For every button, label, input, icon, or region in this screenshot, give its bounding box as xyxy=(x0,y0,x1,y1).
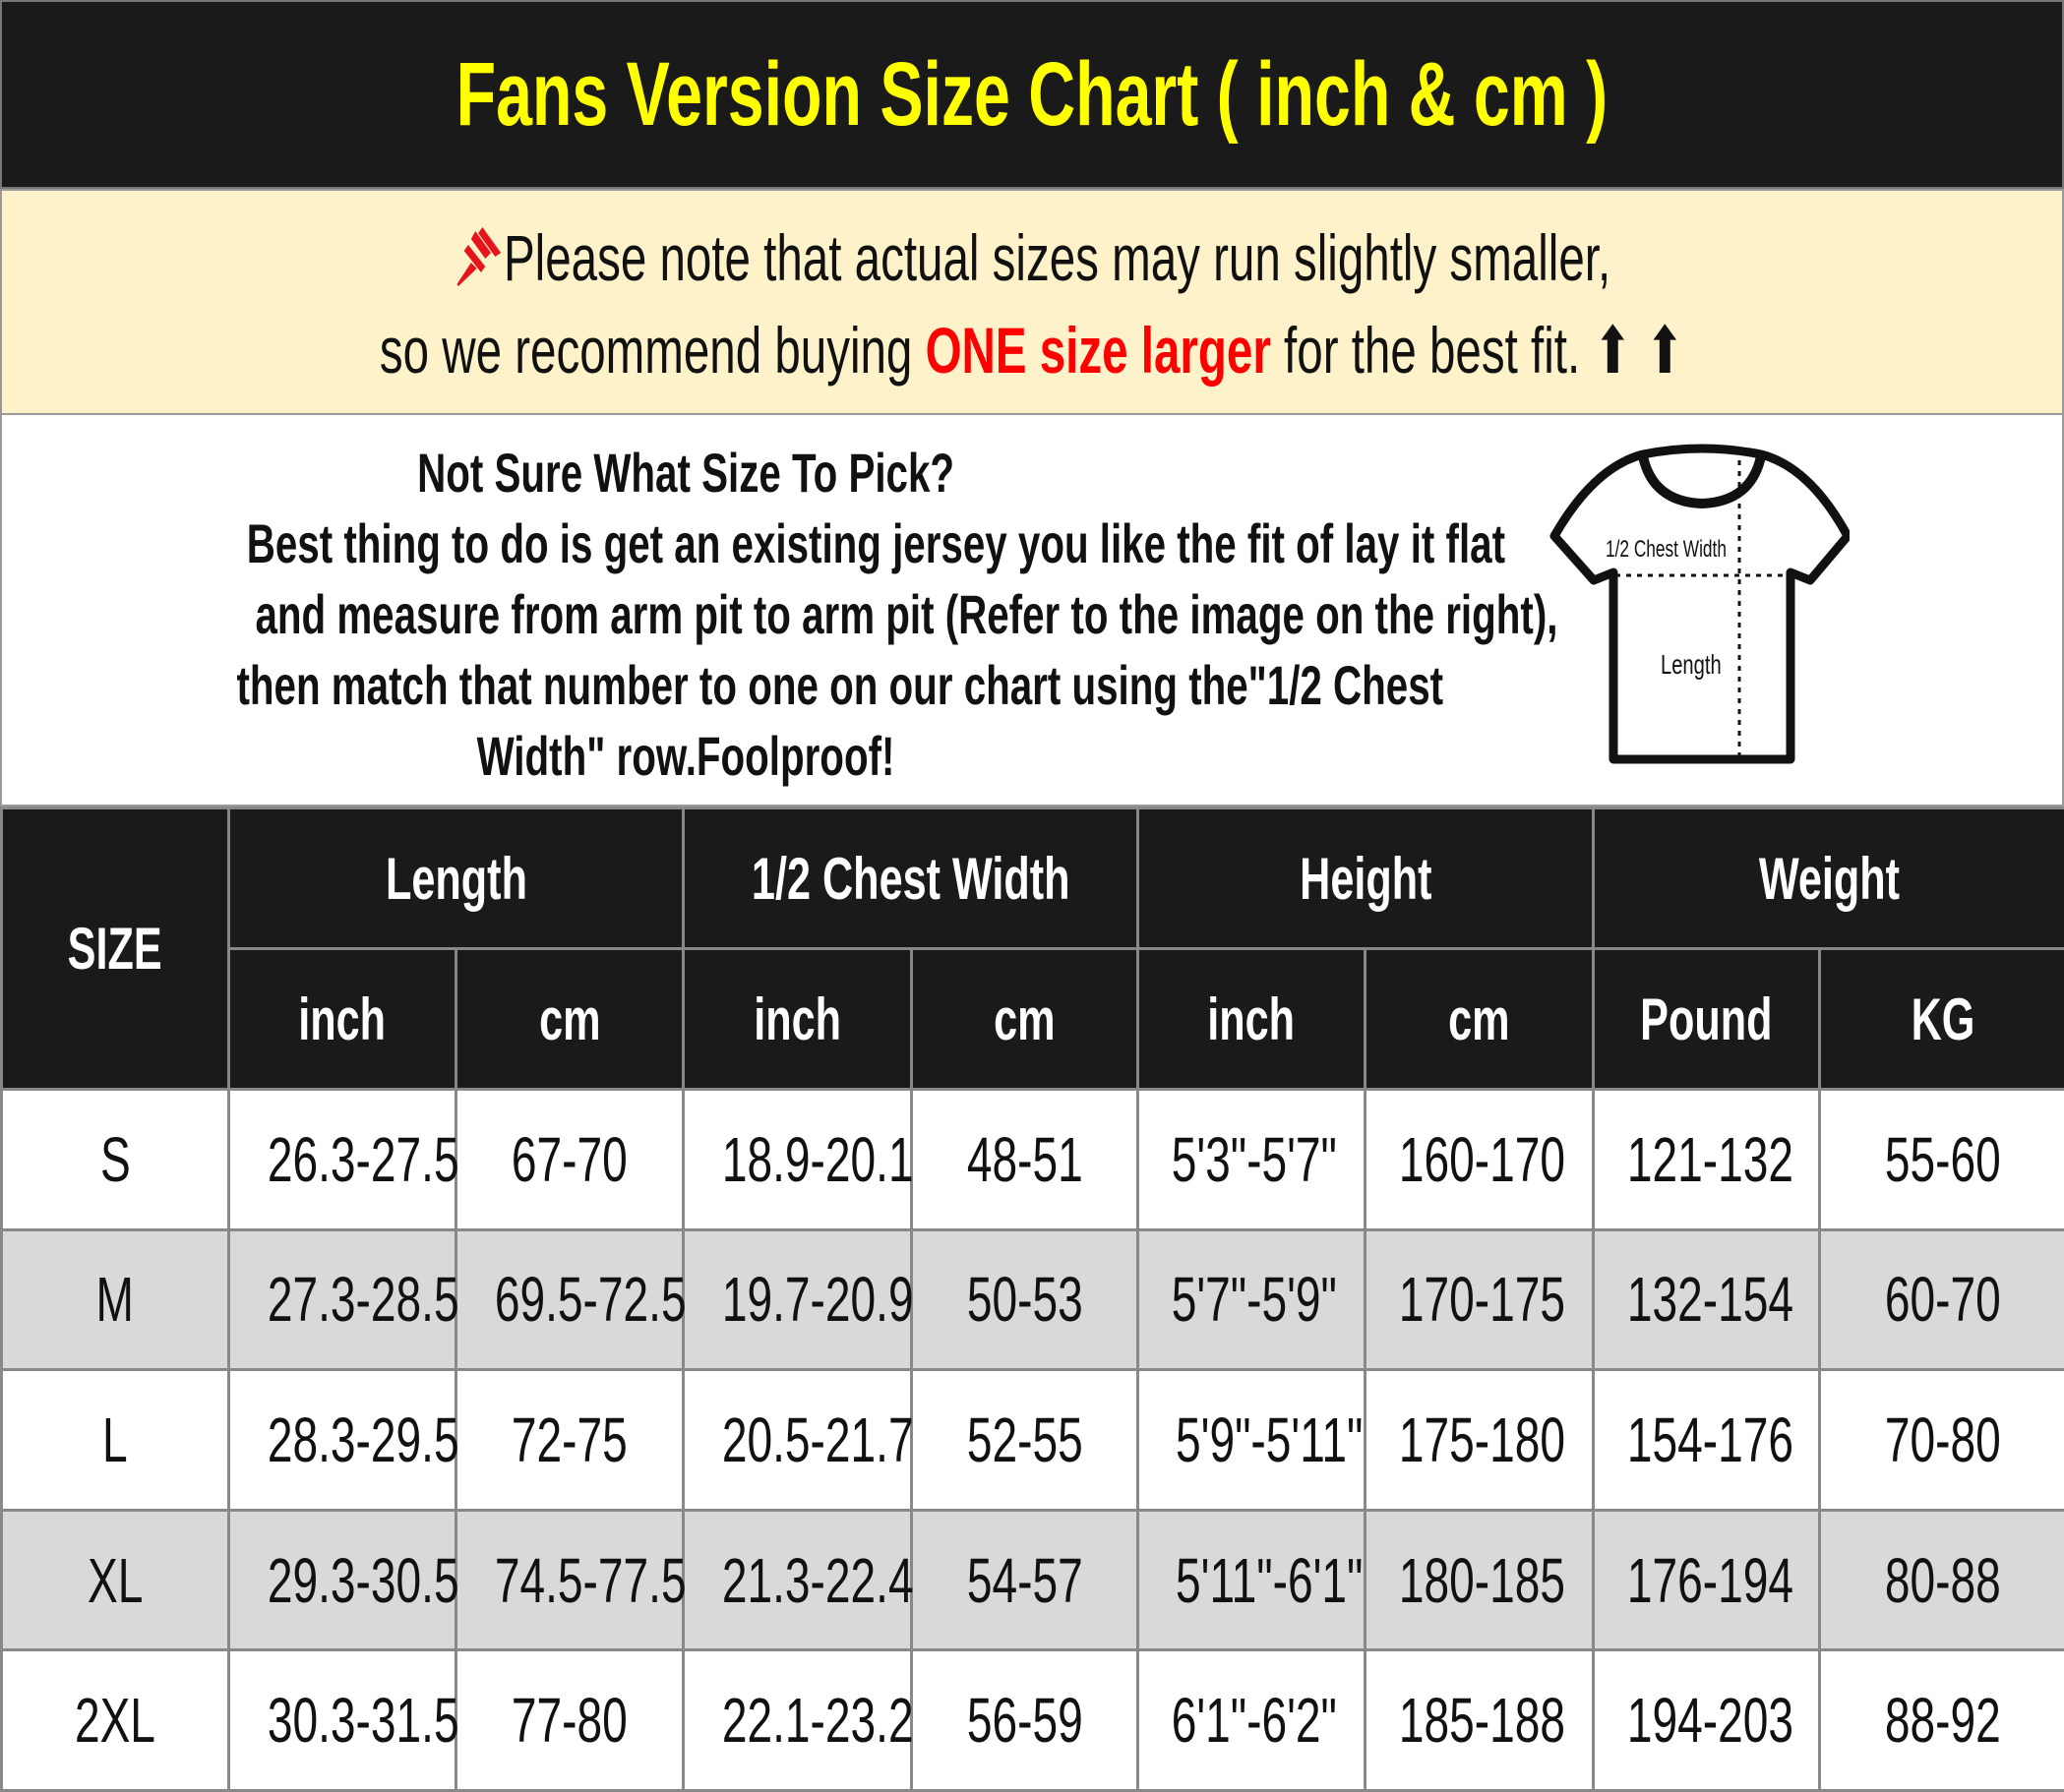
size-cell: L xyxy=(2,1370,229,1511)
pushpin-icon xyxy=(454,223,503,288)
unit-header: cm xyxy=(456,949,684,1090)
header-length: Length xyxy=(229,808,684,949)
table-cell: 29.3-30.5 xyxy=(229,1510,456,1650)
table-cell: 5'9"-5'11" xyxy=(1138,1370,1366,1511)
size-table: SIZE Length 1/2 Chest Width Height Weigh… xyxy=(0,806,2064,1792)
unit-header: inch xyxy=(1138,949,1366,1090)
table-cell: 5'11"-6'1" xyxy=(1138,1510,1366,1650)
tshirt-diagram: 1/2 Chest Width Length xyxy=(1545,443,1850,777)
size-cell: S xyxy=(2,1090,229,1230)
unit-header: cm xyxy=(1366,949,1594,1090)
table-cell: 154-176 xyxy=(1594,1370,1820,1511)
info-heading: Not Sure What Size To Pick? xyxy=(417,441,954,505)
tshirt-icon xyxy=(1545,443,1850,777)
table-cell: 70-80 xyxy=(1820,1370,2064,1511)
size-note: Please note that actual sizes may run sl… xyxy=(0,189,2064,415)
table-cell: 74.5-77.5 xyxy=(456,1510,684,1650)
table-cell: 175-180 xyxy=(1366,1370,1594,1511)
unit-header: KG xyxy=(1820,949,2064,1090)
info-line: then match that number to one on our cha… xyxy=(237,653,1444,717)
table-cell: 28.3-29.5 xyxy=(229,1370,456,1511)
table-cell: 176-194 xyxy=(1594,1510,1820,1650)
length-label: Length xyxy=(1661,649,1722,681)
table-cell: 180-185 xyxy=(1366,1510,1594,1650)
table-cell: 6'1"-6'2" xyxy=(1138,1650,1366,1791)
table-cell: 132-154 xyxy=(1594,1229,1820,1370)
table-cell: 56-59 xyxy=(912,1650,1138,1791)
table-cell: 72-75 xyxy=(456,1370,684,1511)
table-cell: 18.9-20.1 xyxy=(684,1090,912,1230)
unit-header: inch xyxy=(684,949,912,1090)
table-cell: 194-203 xyxy=(1594,1650,1820,1791)
note-line-2-post: for the best fit. ⬆ ⬆ xyxy=(1271,314,1684,387)
size-cell: M xyxy=(2,1229,229,1370)
unit-header: Pound xyxy=(1594,949,1820,1090)
title-banner: Fans Version Size Chart ( inch & cm ) xyxy=(0,0,2064,189)
table-cell: 67-70 xyxy=(456,1090,684,1230)
table-cell: 48-51 xyxy=(912,1090,1138,1230)
table-cell: 185-188 xyxy=(1366,1650,1594,1791)
table-cell: 77-80 xyxy=(456,1650,684,1791)
unit-header: inch xyxy=(229,949,456,1090)
table-cell: 121-132 xyxy=(1594,1090,1820,1230)
header-chest: 1/2 Chest Width xyxy=(684,808,1138,949)
table-cell: 60-70 xyxy=(1820,1229,2064,1370)
table-cell: 26.3-27.5 xyxy=(229,1090,456,1230)
note-line-2-pre: so we recommend buying xyxy=(380,314,926,387)
table-cell: 30.3-31.5 xyxy=(229,1650,456,1791)
page-title: Fans Version Size Chart ( inch & cm ) xyxy=(456,43,1609,147)
table-cell: 54-57 xyxy=(912,1510,1138,1650)
header-weight: Weight xyxy=(1594,808,2064,949)
size-cell: XL xyxy=(2,1510,229,1650)
note-highlight: ONE size larger xyxy=(926,314,1271,387)
size-cell: 2XL xyxy=(2,1650,229,1791)
unit-header: cm xyxy=(912,949,1138,1090)
table-cell: 50-53 xyxy=(912,1229,1138,1370)
chest-width-label: 1/2 Chest Width xyxy=(1606,536,1727,564)
info-line: Width" row.Foolproof! xyxy=(477,724,895,788)
table-cell: 27.3-28.5 xyxy=(229,1229,456,1370)
table-cell: 160-170 xyxy=(1366,1090,1594,1230)
table-cell: 52-55 xyxy=(912,1370,1138,1511)
table-cell: 21.3-22.4 xyxy=(684,1510,912,1650)
table-cell: 5'7"-5'9" xyxy=(1138,1229,1366,1370)
table-cell: 69.5-72.5 xyxy=(456,1229,684,1370)
table-cell: 19.7-20.9 xyxy=(684,1229,912,1370)
info-line: and measure from arm pit to arm pit (Ref… xyxy=(255,582,1557,646)
table-cell: 55-60 xyxy=(1820,1090,2064,1230)
table-cell: 5'3"-5'7" xyxy=(1138,1090,1366,1230)
table-cell: 80-88 xyxy=(1820,1510,2064,1650)
table-cell: 22.1-23.2 xyxy=(684,1650,912,1791)
info-line: Best thing to do is get an existing jers… xyxy=(247,511,1505,575)
note-line-1: Please note that actual sizes may run sl… xyxy=(504,221,1610,294)
table-cell: 88-92 xyxy=(1820,1650,2064,1791)
header-size: SIZE xyxy=(2,808,229,1090)
header-height: Height xyxy=(1138,808,1594,949)
table-cell: 20.5-21.7 xyxy=(684,1370,912,1511)
table-cell: 170-175 xyxy=(1366,1229,1594,1370)
